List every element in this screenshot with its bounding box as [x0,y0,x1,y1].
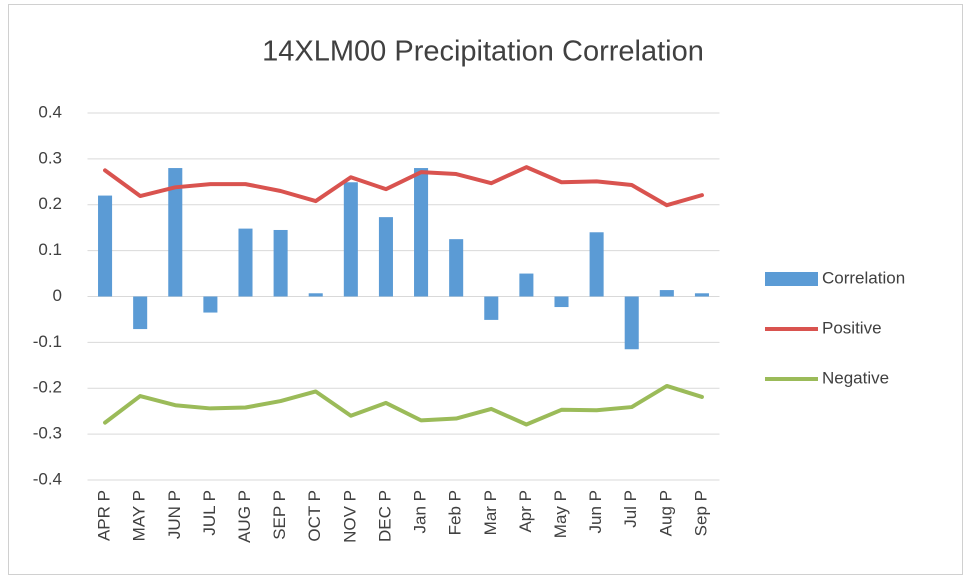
y-tick-label: -0.4 [33,469,62,488]
bar [414,168,429,297]
bar [624,296,639,350]
x-tick-label: APR P [95,490,114,541]
y-tick-label: 0.4 [38,102,62,121]
bar [308,293,323,297]
x-tick-label: Apr P [516,490,535,533]
bar [554,296,569,308]
y-tick-label: -0.3 [33,424,62,443]
bar [589,232,604,297]
x-tick-label: Sep P [691,490,710,536]
x-tick-label: JUL P [200,490,219,536]
legend-label: Correlation [822,268,905,287]
x-tick-label: Jul P [621,490,640,528]
bar [449,239,464,297]
y-tick-label: -0.2 [33,378,62,397]
y-tick-label: 0.1 [38,240,62,259]
bar [98,195,113,297]
x-tick-label: Aug P [656,490,675,536]
bar [168,168,183,297]
bar [694,293,709,297]
legend-label: Negative [822,368,889,387]
x-tick-label: JUN P [165,490,184,539]
x-tick-label: May P [551,490,570,538]
bar [484,296,499,320]
x-tick-label: Jan P [411,490,430,533]
y-tick-label: 0 [53,286,62,305]
y-tick-label: 0.2 [38,194,62,213]
x-tick-label: Mar P [481,490,500,535]
y-tick-label: 0.3 [38,148,62,167]
bar [273,229,288,297]
x-tick-label: AUG P [235,490,254,543]
y-tick-label: -0.1 [33,332,62,351]
chart-frame [8,4,963,575]
bar [519,273,534,297]
x-tick-label: Jun P [586,490,605,533]
x-tick-label: MAY P [130,490,149,541]
line [103,383,704,427]
bar [378,217,393,297]
bar [343,182,358,297]
legend-swatch [765,272,818,286]
x-tick-label: Feb P [446,490,465,535]
x-tick-label: OCT P [305,490,324,542]
x-tick-label: DEC P [375,490,394,542]
bar [133,296,148,330]
x-tick-label: NOV P [340,490,359,543]
x-tick-label: SEP P [270,490,289,540]
bar [659,290,674,297]
legend-label: Positive [822,318,882,337]
chart-title: 14XLM00 Precipitation Correlation [262,36,704,68]
bar [238,228,253,297]
line [103,165,704,208]
bar [203,296,218,313]
